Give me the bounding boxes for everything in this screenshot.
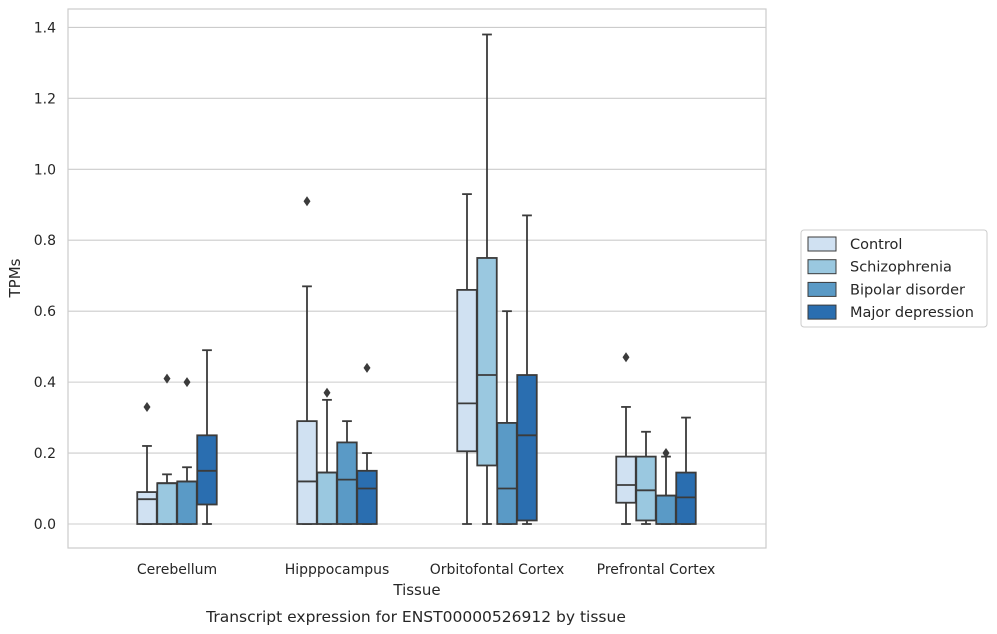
box-group xyxy=(196,349,218,525)
x-tick-label: Hipppocampus xyxy=(285,562,390,578)
box xyxy=(516,374,538,522)
box-series xyxy=(136,33,697,525)
y-tick-label: 1.0 xyxy=(34,162,56,178)
outlier-point xyxy=(622,352,630,363)
y-tick-label: 1.4 xyxy=(34,20,56,36)
box xyxy=(615,455,637,504)
y-axis-ticks: 0.0 0.2 0.4 0.6 0.8 1.0 1.2 1.4 xyxy=(34,20,56,533)
outlier-point xyxy=(183,377,191,388)
box xyxy=(136,491,158,525)
box-group xyxy=(156,373,178,525)
x-tick-label: Cerebellum xyxy=(137,562,217,578)
box xyxy=(296,420,318,525)
box-group xyxy=(476,33,498,525)
legend-swatch xyxy=(807,304,837,320)
box-group xyxy=(675,416,697,525)
y-tick-label: 0.4 xyxy=(34,375,56,391)
outlier-point xyxy=(143,401,151,412)
legend-label: Bipolar disorder xyxy=(850,282,965,298)
box xyxy=(456,288,478,453)
box-group xyxy=(336,420,358,525)
box xyxy=(156,482,178,525)
y-tick-label: 1.2 xyxy=(34,91,56,107)
x-axis-label: Tissue xyxy=(392,581,440,599)
box xyxy=(356,469,378,525)
box xyxy=(316,471,338,525)
outlier-point xyxy=(662,448,670,459)
x-tick-label: Orbitofontal Cortex xyxy=(430,562,565,578)
plot-background xyxy=(67,8,767,549)
outlier-point xyxy=(363,362,371,373)
outlier-point xyxy=(163,373,171,384)
box xyxy=(496,422,518,525)
x-axis-ticks: Cerebellum Hipppocampus Orbitofontal Corte… xyxy=(137,562,715,578)
legend-label: Control xyxy=(850,237,902,253)
legend-label: Schizophrenia xyxy=(850,260,952,276)
outlier-point xyxy=(323,387,331,398)
legend-frame xyxy=(800,229,988,328)
box-group xyxy=(516,214,538,525)
box-group xyxy=(456,193,478,525)
box xyxy=(655,494,677,525)
y-tick-label: 0.8 xyxy=(34,233,56,249)
box xyxy=(336,441,358,525)
x-tick-label: Prefrontal Cortex xyxy=(597,562,716,578)
legend-swatch xyxy=(807,259,837,275)
box xyxy=(476,257,498,467)
box-group xyxy=(496,310,518,525)
box-group xyxy=(356,362,378,525)
y-tick-label: 0.6 xyxy=(34,304,56,320)
y-axis-label: TPMs xyxy=(6,258,24,298)
chart-caption: Transcript expression for ENST0000052691… xyxy=(205,608,626,626)
box-group xyxy=(176,377,198,525)
legend-swatch xyxy=(807,281,837,297)
box xyxy=(635,455,657,522)
box-group xyxy=(635,430,657,525)
outlier-point xyxy=(303,196,311,207)
box-group xyxy=(136,401,158,525)
legend-swatch xyxy=(807,236,837,252)
y-tick-label: 0.0 xyxy=(34,517,56,533)
legend: Control Schizophrenia Bipolar disorder Majo… xyxy=(800,229,988,328)
y-tick-label: 0.2 xyxy=(34,446,56,462)
box xyxy=(176,480,198,525)
legend-label: Major depression xyxy=(850,305,974,321)
